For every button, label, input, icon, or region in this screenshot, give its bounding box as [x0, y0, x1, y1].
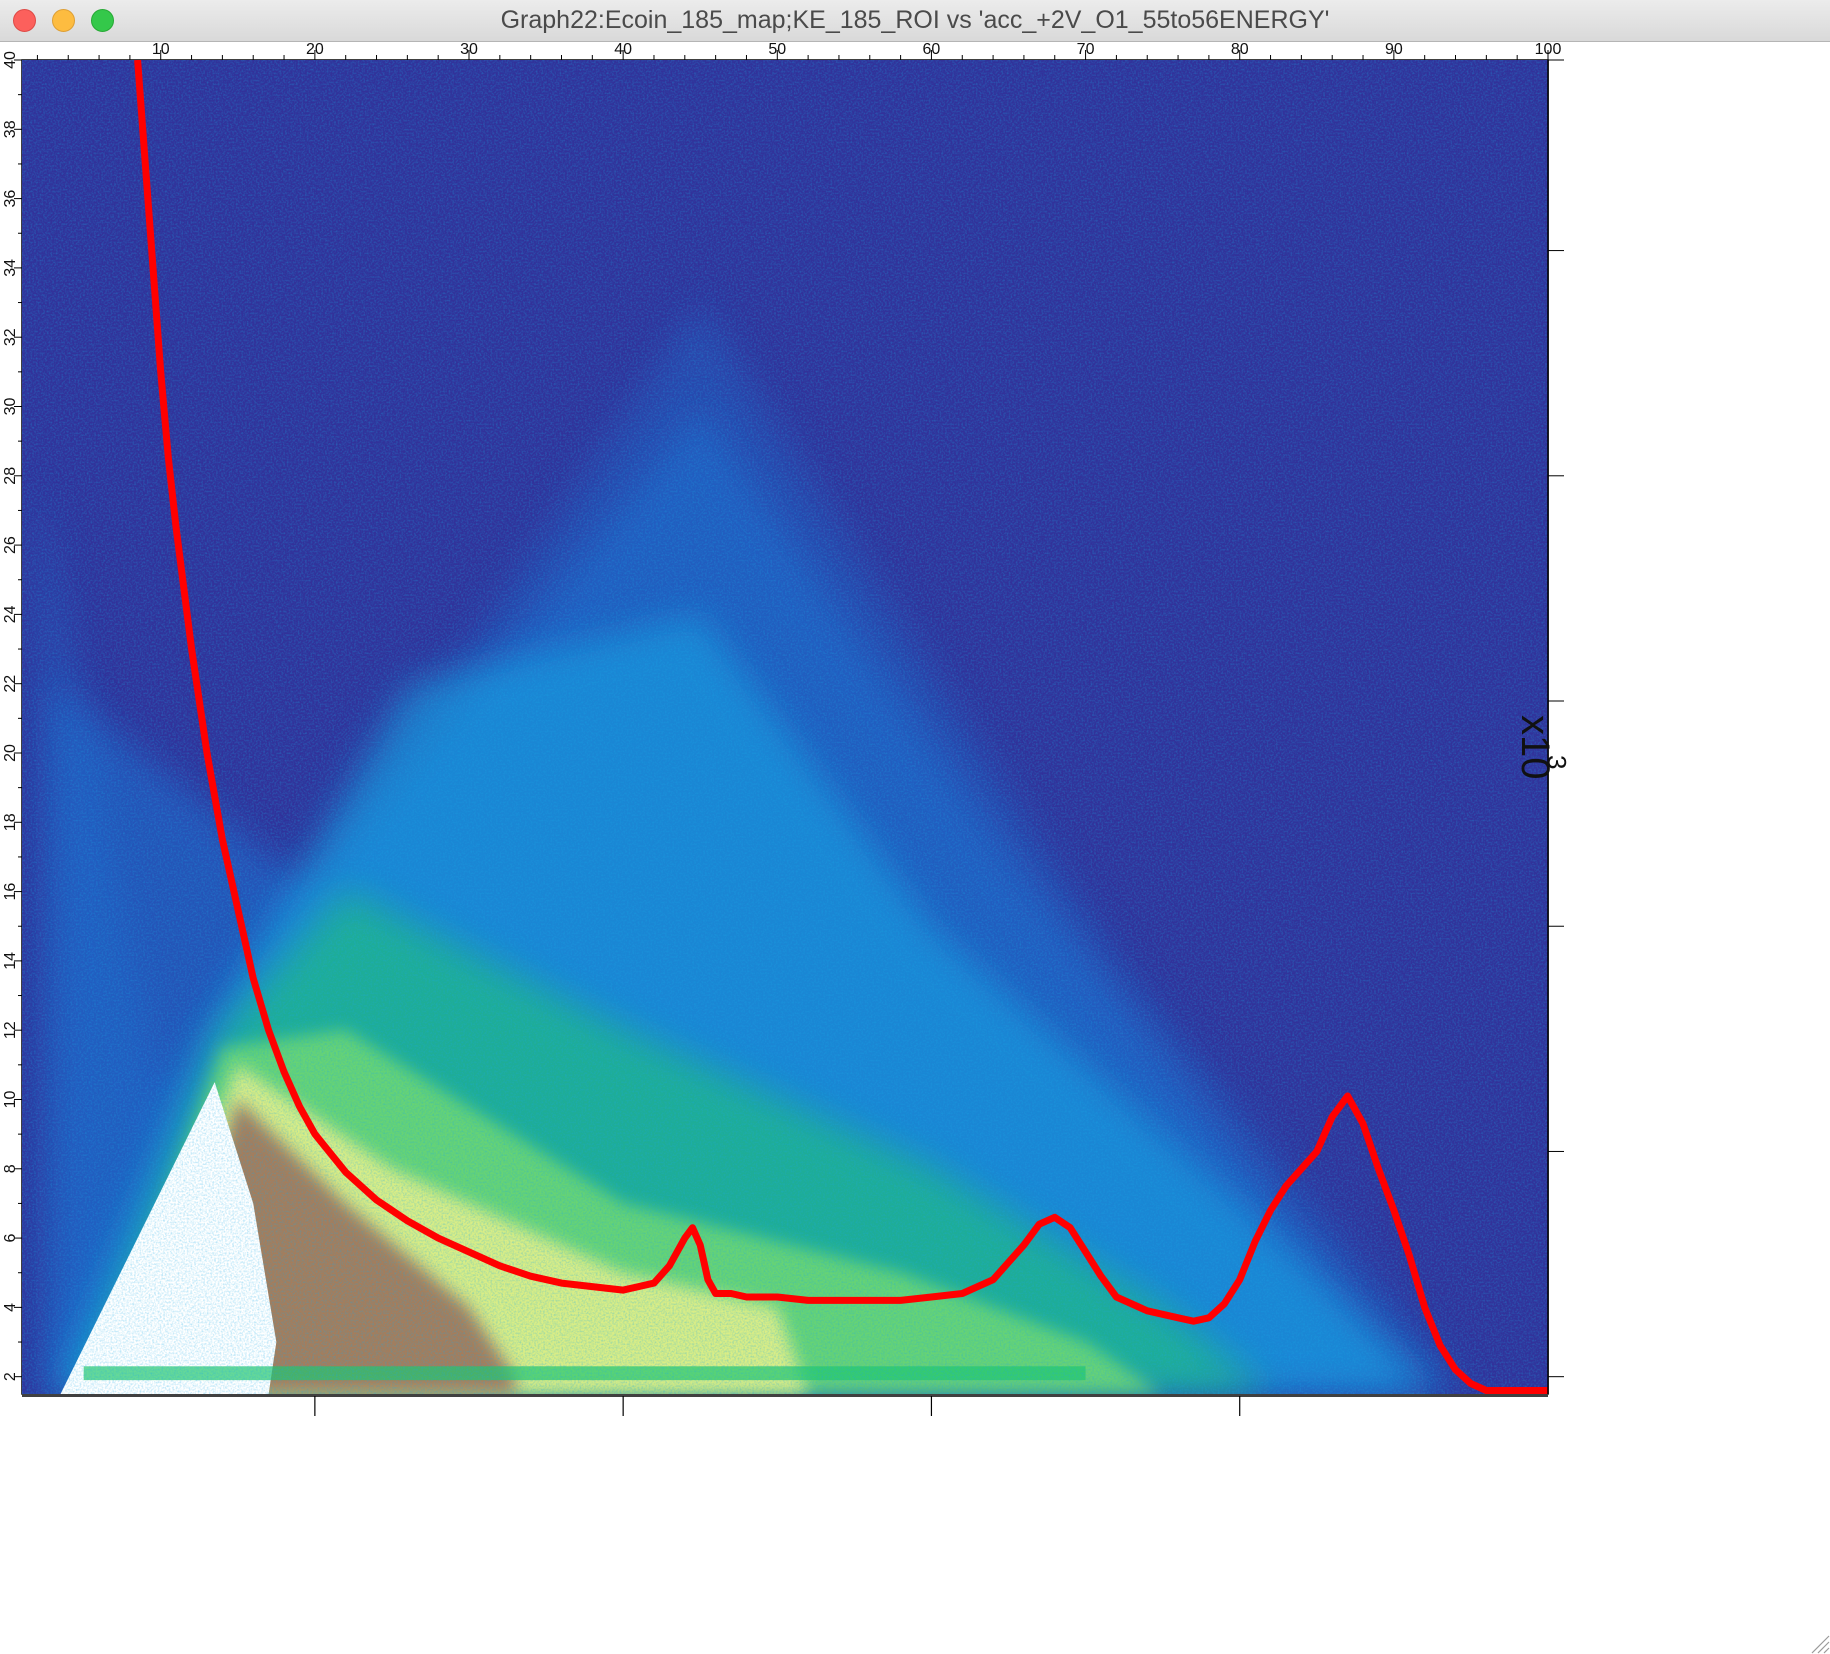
left-axis-tick-label: 14 [2, 952, 19, 970]
top-axis-tick-label: 60 [923, 42, 941, 58]
right-axis-scale-exponent: 3 [1542, 755, 1572, 769]
top-axis-tick-label: 30 [460, 42, 478, 58]
top-axis: 10 20 30 40 50 60 70 80 90 100 [36, 42, 1562, 60]
top-axis-tick-label: 40 [614, 42, 632, 58]
left-axis-tick-label: 20 [2, 744, 19, 762]
left-axis-tick-label: 2 [2, 1372, 19, 1381]
top-axis-tick-label: 70 [1077, 42, 1095, 58]
left-axis-tick-label: 10 [2, 1090, 19, 1108]
intensity-map [22, 60, 1548, 1394]
left-axis-tick-label: 30 [2, 397, 19, 415]
left-axis-tick-label: 40 [2, 51, 19, 69]
data-trace-line [134, 60, 1548, 1394]
left-axis-tick-label: 32 [2, 328, 19, 346]
right-axis-scale-label: x10 [1513, 715, 1557, 780]
left-axis-tick-label: 38 [2, 120, 19, 138]
top-axis-tick-label: 100 [1535, 42, 1562, 58]
title-bar[interactable]: Graph22:Ecoin_185_map;KE_185_ROI vs 'acc… [0, 0, 1830, 42]
bottom-axis [22, 1395, 1548, 1416]
top-axis-tick-label: 80 [1231, 42, 1249, 58]
zoom-window-button[interactable] [91, 9, 114, 32]
left-axis-tick-label: 24 [2, 605, 19, 623]
right-axis [1547, 59, 1564, 1394]
left-axis-tick-label: 36 [2, 190, 19, 208]
left-axis-tick-label: 12 [2, 1021, 19, 1039]
minimize-window-button[interactable] [52, 9, 75, 32]
top-axis-tick-label: 10 [152, 42, 170, 58]
left-axis-tick-label: 16 [2, 883, 19, 901]
resize-grip-icon[interactable] [1808, 1632, 1830, 1654]
left-axis-tick-label: 8 [2, 1164, 19, 1173]
heatmap-plot[interactable]: 10 20 30 40 50 60 70 80 90 100 246810121416182022… [0, 42, 1830, 1654]
left-axis-tick-label: 28 [2, 467, 19, 485]
window-title: Graph22:Ecoin_185_map;KE_185_ROI vs 'acc… [500, 6, 1330, 34]
top-axis-tick-label: 20 [306, 42, 324, 58]
close-window-button[interactable] [13, 9, 36, 32]
left-axis-tick-label: 34 [2, 259, 19, 277]
left-axis-tick-label: 4 [2, 1303, 19, 1312]
top-axis-tick-label: 50 [768, 42, 786, 58]
left-axis-tick-label: 18 [2, 813, 19, 831]
noise-overlay [22, 60, 1548, 1394]
left-axis-tick-label: 26 [2, 536, 19, 554]
left-axis-tick-label: 6 [2, 1234, 19, 1243]
left-axis-tick-label: 22 [2, 675, 19, 693]
top-axis-tick-label: 90 [1385, 42, 1403, 58]
